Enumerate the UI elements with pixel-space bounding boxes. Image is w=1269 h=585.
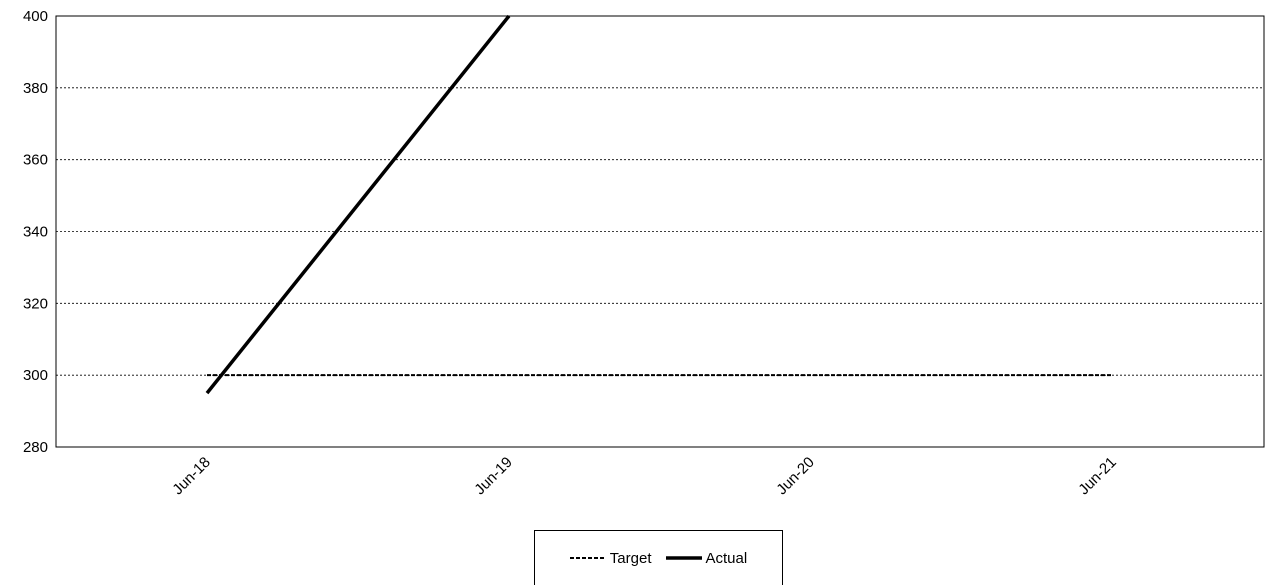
- plot-area-border: [55, 15, 1265, 448]
- legend-label-actual: Actual: [705, 549, 748, 567]
- y-tick-label: 300: [23, 367, 48, 384]
- y-axis: 280 300 320 340 360 380 400: [23, 8, 48, 456]
- y-tick-label: 400: [23, 8, 48, 25]
- legend: Target Actual: [534, 530, 783, 585]
- y-tick-label: 280: [23, 439, 48, 456]
- series-line-actual: [205, 14, 511, 395]
- dashed-line-swatch-icon: [569, 557, 606, 559]
- series-lines: [205, 14, 1113, 395]
- y-tick-label: 320: [23, 295, 48, 312]
- solid-line-swatch-icon: [665, 556, 702, 560]
- line-chart: 280 300 320 340 360 380 400 Jun-18 Jun-19 Jun-20…: [23, 8, 1265, 498]
- x-tick-label: Jun-20: [773, 454, 817, 498]
- legend-item-target: Target: [569, 549, 652, 567]
- x-tick-label: Jun-18: [169, 454, 213, 498]
- y-tick-label: 380: [23, 80, 48, 97]
- x-tick-label: Jun-21: [1075, 454, 1119, 498]
- x-tick-label: Jun-19: [471, 454, 515, 498]
- legend-item-actual: Actual: [665, 549, 748, 567]
- y-tick-label: 340: [23, 224, 48, 241]
- gridlines: [56, 87, 1264, 376]
- y-tick-label: 360: [23, 152, 48, 169]
- legend-label-target: Target: [609, 549, 652, 567]
- x-axis: Jun-18 Jun-19 Jun-20 Jun-21: [169, 454, 1119, 498]
